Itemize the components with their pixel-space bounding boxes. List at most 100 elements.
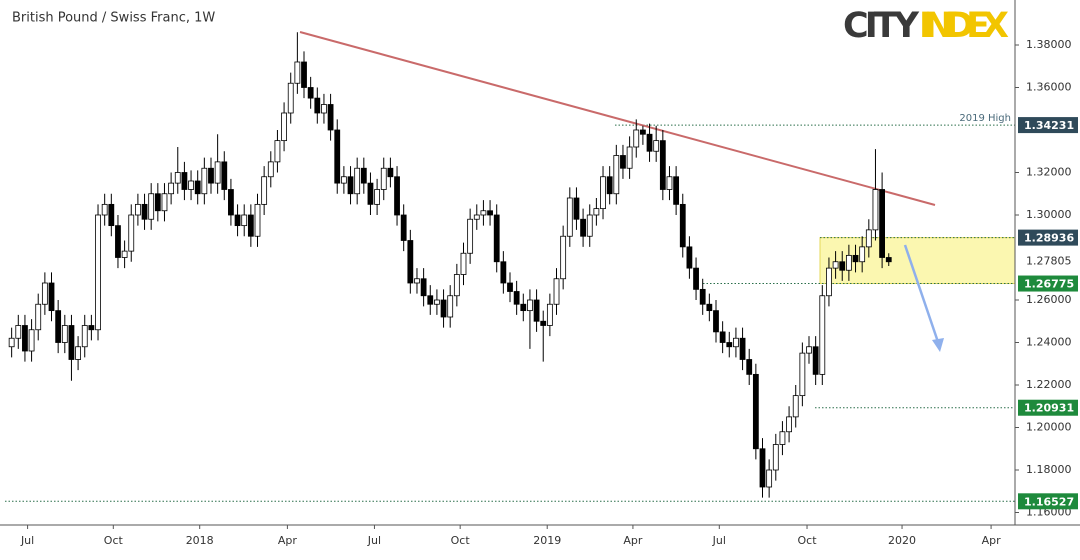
candle-body [168,182,175,195]
x-tick-label: Oct [798,534,818,547]
candle-body [507,282,513,292]
candle-body [493,214,500,263]
candle-body [546,303,553,326]
candle-body [95,214,101,331]
candle-body [580,218,586,237]
candle-body [307,87,314,99]
y-tick-label: 1.38000 [1026,38,1072,51]
candle-body [374,189,381,205]
candle-body [81,325,88,348]
chart-title: British Pound / Swiss Franc, 1W [12,11,215,26]
candle-body [460,252,467,275]
candle-body [520,303,527,312]
candle-body [540,320,547,326]
candle-body [879,189,886,258]
level-label-box [1018,275,1078,292]
candle-body [22,325,28,352]
candle-body [208,167,214,184]
level-label-box [1018,229,1078,246]
candle-body [613,155,620,195]
y-tick-label: 1.22000 [1026,378,1072,391]
trend-line [299,31,936,206]
candle-body [759,448,766,488]
candle-body [766,469,773,488]
candle-body [639,129,646,135]
candle-body [726,342,733,348]
candle-body [487,210,493,216]
candle-body [573,197,580,220]
candle-body [427,295,434,305]
candle-body [380,167,387,190]
candle-body [274,140,281,163]
candle-body [626,146,633,169]
candle-body [75,346,81,360]
candle-body [334,129,341,184]
candle-body [247,214,254,237]
logo-left: CITY [843,6,920,46]
candle-body [115,225,121,258]
x-tick-label: 2018 [186,534,214,547]
candle-body [513,291,520,305]
candle-body [659,140,666,190]
candle-body [673,176,680,205]
candle-body [679,203,686,248]
y-tick-label: 1.24000 [1026,336,1072,349]
candle-body [321,104,327,114]
candle-body [241,214,248,227]
x-tick-label: Apr [982,534,1002,547]
candle-body [301,61,307,88]
candle-body [527,299,533,312]
candle-body [281,112,287,142]
candle-body [181,172,188,190]
candle-body [786,416,792,433]
candle-body [826,267,832,297]
arrow-shaft [903,244,940,343]
candle-body [61,325,68,343]
candle-body [453,274,460,297]
candle-body [733,337,739,348]
candle-body [693,267,699,290]
candle-body [719,331,726,343]
y-tick-label: 1.32000 [1026,165,1072,178]
candle-body [35,303,42,331]
candle-body [666,176,673,190]
candle-body [234,214,241,227]
candle-body [500,261,507,284]
candle-body [128,214,135,252]
candle-body [414,278,420,284]
candle-body [340,176,347,184]
candle-body [354,167,361,195]
level-label: 1.28936 [1024,232,1074,245]
logo-right: INDEX [919,6,1009,46]
candle-body [845,254,852,271]
candle-body [15,325,22,339]
candle-body [174,172,181,184]
candle-body [314,97,321,114]
candle-body [360,167,367,184]
x-tick-label: Jul [367,534,381,547]
candle-body [214,161,221,184]
candle-body [261,176,268,205]
candle-body [201,167,208,195]
candle-body [832,261,839,269]
candle-body [792,395,799,418]
candle-body [88,325,95,331]
candle-body [473,214,480,220]
level-label: 1.34231 [1024,119,1074,132]
candle-body [467,218,474,254]
candle-body [267,161,274,178]
candle-body [420,278,427,297]
candle-body [121,250,128,258]
candle-body [653,140,660,152]
zone-layer [5,124,1016,502]
candle-body [101,203,108,216]
level-label: 1.16527 [1024,495,1074,508]
candle-body [48,282,55,312]
candle-body [606,176,613,195]
candle-body [872,189,879,231]
x-tick-label: Apr [278,534,298,547]
candle-body [593,208,600,216]
candle-body [68,325,75,360]
y-tick-label: 1.30000 [1026,208,1072,221]
